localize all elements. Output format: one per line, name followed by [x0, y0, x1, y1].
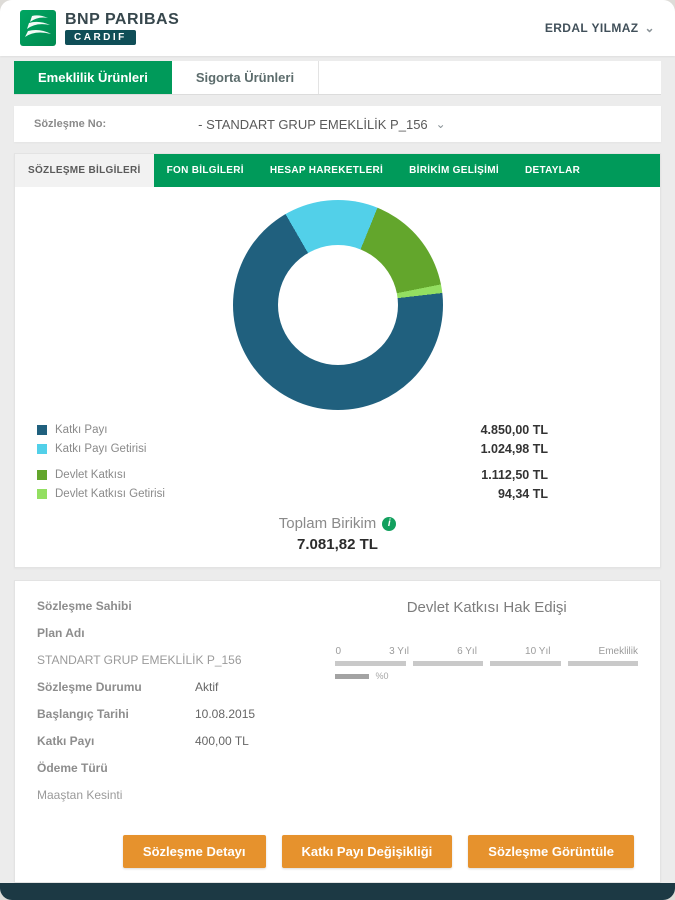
legend-swatch — [37, 469, 47, 480]
legend-swatch — [37, 424, 47, 435]
field-payment-type: Ödeme Türü — [37, 761, 319, 775]
donut-chart — [232, 200, 443, 410]
tab-savings-growth[interactable]: BİRİKİM GELİŞİMİ — [409, 165, 499, 176]
contract-view-button[interactable]: Sözleşme Görüntüle — [468, 835, 634, 868]
vesting-timeline — [335, 661, 639, 666]
tab-bar-filler — [319, 61, 661, 94]
vesting-milestone-label: 0 — [335, 646, 342, 657]
contract-summary-card: SÖZLEŞME BİLGİLERİ FON BİLGİLERİ HESAP H… — [14, 153, 661, 568]
contract-selector-bar: Sözleşme No: - STANDART GRUP EMEKLİLİK P… — [14, 106, 661, 142]
legend-label: Katkı Payı — [55, 423, 108, 436]
chart-legend: Katkı Payı 4.850,00 TL Katkı Payı Getiri… — [15, 420, 660, 503]
tab-fund-info[interactable]: FON BİLGİLERİ — [166, 165, 244, 176]
legend-swatch — [37, 488, 47, 499]
legend-label: Devlet Katkısı Getirisi — [55, 487, 165, 500]
field-value: 400,00 TL — [195, 734, 249, 748]
vesting-milestone-label: 3 Yıl — [389, 646, 409, 657]
vesting-milestones: 0 3 Yıl 6 Yıl 10 Yıl Emeklilik — [335, 646, 638, 657]
legend-label: Devlet Katkısı — [55, 468, 126, 481]
contract-fields: Sözleşme Sahibi Plan Adı STANDART GRUP E… — [37, 599, 319, 815]
brand-cardif-badge: CARDIF — [65, 30, 136, 46]
field-owner: Sözleşme Sahibi — [37, 599, 319, 613]
field-start-date: Başlangıç Tarihi 10.08.2015 — [37, 707, 319, 721]
legend-item: Devlet Katkısı Getirisi 94,34 TL — [37, 484, 548, 503]
product-tab-bar: Emeklilik Ürünleri Sigorta Ürünleri — [14, 61, 661, 95]
user-name: ERDAL YILMAZ — [544, 21, 639, 35]
legend-item: Devlet Katkısı 1.112,50 TL — [37, 465, 548, 484]
vesting-timeline-segment — [567, 661, 639, 666]
vesting-progress-bar — [335, 673, 370, 679]
contract-dropdown-value: - STANDART GRUP EMEKLİLİK P_156 — [198, 116, 428, 132]
field-label: Katkı Payı — [37, 734, 95, 748]
vesting-progress-label: %0 — [375, 671, 389, 681]
vesting-milestone-label: Emeklilik — [598, 646, 638, 657]
vesting-timeline-segment — [335, 661, 406, 666]
info-icon[interactable]: i — [382, 516, 397, 531]
detail-tab-bar: SÖZLEŞME BİLGİLERİ FON BİLGİLERİ HESAP H… — [15, 154, 660, 187]
contract-detail-button[interactable]: Sözleşme Detayı — [122, 835, 266, 868]
vesting-panel: Devlet Katkısı Hak Edişi 0 3 Yıl 6 Yıl 1… — [319, 599, 639, 815]
field-label: Ödeme Türü — [37, 761, 108, 775]
vesting-milestone-label: 10 Yıl — [525, 646, 551, 657]
legend-swatch — [37, 443, 47, 454]
vesting-progress: %0 — [335, 671, 638, 681]
contract-details-grid: Sözleşme Sahibi Plan Adı STANDART GRUP E… — [37, 599, 639, 815]
field-status: Sözleşme Durumu Aktif — [37, 680, 319, 694]
user-menu[interactable]: ERDAL YILMAZ ⌄ — [545, 21, 655, 35]
legend-label: Katkı Payı Getirisi — [55, 442, 147, 455]
tab-account-transactions[interactable]: HESAP HAREKETLERİ — [269, 165, 384, 176]
action-buttons: Sözleşme Detayı Katkı Payı Değişikliği S… — [37, 835, 638, 868]
contract-details-card: Sözleşme Sahibi Plan Adı STANDART GRUP E… — [14, 580, 661, 883]
header: BNP PARIBAS CARDIF ERDAL YILMAZ ⌄ — [0, 0, 675, 56]
vesting-timeline-segment — [490, 661, 561, 666]
total-savings: Toplam Birikim i 7.081,82 TL — [15, 515, 660, 567]
field-value: 10.08.2015 — [195, 707, 256, 721]
contribution-change-button[interactable]: Katkı Payı Değişikliği — [281, 835, 453, 868]
total-savings-label-row: Toplam Birikim i — [15, 515, 660, 532]
footer-bar — [0, 883, 675, 900]
legend-value: 1.024,98 TL — [480, 441, 548, 456]
tab-insurance-products[interactable]: Sigorta Ürünleri — [172, 61, 320, 94]
tab-pension-products[interactable]: Emeklilik Ürünleri — [14, 61, 172, 94]
legend-value: 94,34 TL — [497, 486, 548, 501]
donut-chart-area — [15, 187, 660, 410]
chevron-down-icon: ⌄ — [435, 117, 446, 131]
total-savings-label: Toplam Birikim — [278, 515, 377, 532]
chevron-down-icon: ⌄ — [644, 21, 655, 35]
brand-name: BNP PARIBAS — [65, 10, 180, 28]
field-contribution: Katkı Payı 400,00 TL — [37, 734, 319, 748]
legend-value: 4.850,00 TL — [480, 422, 548, 437]
field-plan-value: STANDART GRUP EMEKLİLİK P_156 — [37, 653, 242, 667]
legend-value: 1.112,50 TL — [481, 467, 548, 482]
contract-dropdown[interactable]: - STANDART GRUP EMEKLİLİK P_156 ⌄ — [198, 117, 446, 132]
vesting-timeline-segment — [412, 661, 484, 666]
tab-contract-info[interactable]: SÖZLEŞME BİLGİLERİ — [15, 154, 154, 187]
tab-details[interactable]: DETAYLAR — [524, 165, 581, 176]
donut-hole — [277, 245, 398, 365]
bnp-logo-icon — [20, 10, 56, 46]
field-label: Sözleşme Sahibi — [37, 599, 132, 613]
vesting-title: Devlet Katkısı Hak Edişi — [406, 599, 567, 616]
field-label: Sözleşme Durumu — [37, 680, 142, 694]
field-plan: Plan Adı — [37, 626, 319, 640]
vesting-milestone-label: 6 Yıl — [457, 646, 477, 657]
total-savings-value: 7.081,82 TL — [297, 536, 378, 553]
field-payment-value: Maaştan Kesinti — [37, 788, 123, 802]
field-value: Aktif — [195, 680, 219, 694]
brand-logo: BNP PARIBAS CARDIF — [20, 10, 179, 46]
brand-text: BNP PARIBAS CARDIF — [65, 11, 179, 46]
field-label: Plan Adı — [37, 626, 85, 640]
legend-item: Katkı Payı Getirisi 1.024,98 TL — [37, 439, 548, 458]
legend-item: Katkı Payı 4.850,00 TL — [37, 420, 548, 439]
field-label: Başlangıç Tarihi — [37, 707, 129, 721]
contract-no-label: Sözleşme No: — [34, 118, 107, 130]
